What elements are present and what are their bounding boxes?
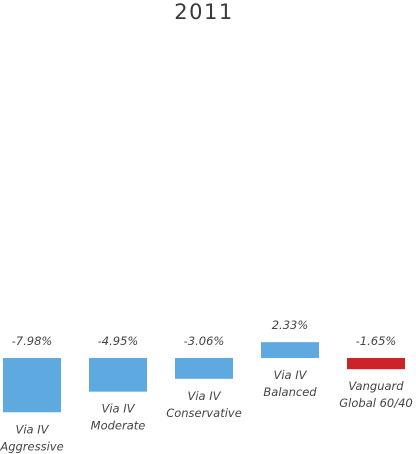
bar-via-iv-moderate — [89, 358, 147, 392]
category-label-line: Via IV — [187, 389, 221, 403]
category-label-via-iv-conservative: Via IV Conservative — [166, 389, 242, 420]
category-label-via-iv-aggressive: Via IV Aggressive — [0, 422, 64, 453]
bar-via-iv-aggressive — [3, 358, 61, 413]
category-label-via-iv-balanced: Via IV Balanced — [263, 368, 317, 399]
value-label-via-iv-balanced: 2.33% — [272, 318, 309, 332]
value-label-via-iv-moderate: -4.95% — [98, 334, 139, 348]
category-label-line: Moderate — [91, 419, 146, 433]
category-label-line: Aggressive — [0, 439, 64, 453]
bar-vanguard-global-60-40 — [347, 358, 405, 370]
category-label-line: Conservative — [166, 406, 242, 420]
value-label-via-iv-conservative: -3.06% — [184, 334, 225, 348]
category-label-line: Via IV — [273, 368, 307, 382]
category-label-line: Balanced — [263, 385, 317, 399]
bar-via-iv-balanced — [261, 342, 319, 358]
bar-via-iv-conservative — [175, 358, 233, 379]
category-label-line: Vanguard — [348, 379, 404, 393]
value-label-vanguard-global-60-40: -1.65% — [356, 334, 397, 348]
category-label-vanguard-global-60-40: Vanguard Global 60/40 — [339, 379, 412, 410]
category-label-line: Via IV — [15, 422, 49, 436]
chart-title: 2011 — [174, 0, 234, 24]
category-label-line: Global 60/40 — [339, 396, 412, 410]
category-label-via-iv-moderate: Via IV Moderate — [91, 402, 146, 433]
category-label-line: Via IV — [101, 402, 135, 416]
value-label-via-iv-aggressive: -7.98% — [12, 334, 53, 348]
